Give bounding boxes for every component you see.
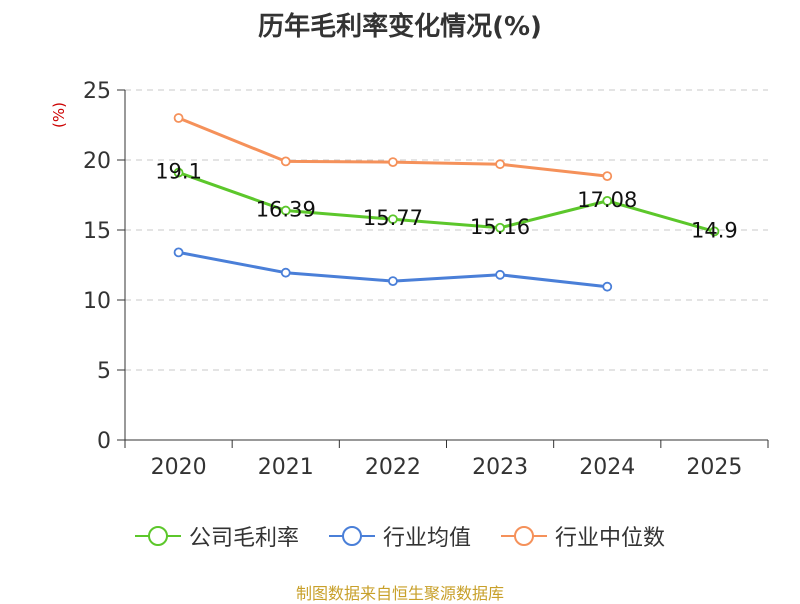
legend: 公司毛利率 行业均值 行业中位数	[0, 520, 800, 552]
data-label: 14.9	[691, 218, 738, 242]
x-tick-label: 2021	[258, 455, 314, 480]
y-tick-label: 20	[83, 149, 111, 174]
data-point	[388, 157, 398, 168]
x-tick-label: 2023	[472, 455, 528, 480]
data-label: 17.08	[577, 188, 637, 212]
legend-marker-industry-median	[501, 526, 547, 546]
x-tick-label: 2024	[579, 455, 635, 480]
data-point	[602, 195, 613, 206]
data-point	[280, 156, 291, 167]
data-point	[173, 247, 184, 258]
chart-title: 历年毛利率变化情况(%)	[258, 12, 542, 42]
legend-item-industry-mean[interactable]: 行业均值	[328, 520, 471, 552]
legend-item-company[interactable]: 公司毛利率	[134, 520, 299, 552]
legend-marker-company	[134, 526, 181, 546]
legend-label-industry-median: 行业中位数	[555, 526, 666, 551]
data-label: 15.77	[363, 206, 423, 230]
data-point	[602, 171, 613, 182]
data-label: 16.39	[256, 198, 316, 222]
series-line-2	[178, 116, 608, 178]
legend-label-company: 公司毛利率	[188, 526, 299, 551]
y-tick-label: 10	[83, 289, 111, 314]
legend-marker-industry-mean	[328, 526, 375, 546]
data-point	[495, 222, 505, 233]
data-point	[173, 167, 184, 178]
data-point	[495, 269, 505, 280]
data-point	[602, 281, 613, 292]
y-tick-label: 25	[83, 79, 111, 104]
data-point	[173, 113, 184, 123]
series-line-0	[178, 171, 715, 233]
data-point	[280, 205, 291, 216]
legend-label-industry-mean: 行业均值	[382, 526, 471, 551]
y-tick-label: 15	[83, 219, 111, 244]
x-tick-label: 2025	[686, 455, 742, 480]
x-tick-label: 2022	[365, 455, 421, 480]
y-tick-label: 5	[97, 359, 111, 384]
data-point	[495, 159, 505, 170]
legend-item-industry-median[interactable]: 行业中位数	[501, 520, 665, 552]
data-point	[388, 214, 398, 225]
data-label: 19.1	[155, 160, 202, 184]
data-source: 制图数据来自恒生聚源数据库	[295, 584, 504, 603]
data-point	[709, 226, 720, 237]
y-tick-label: 0	[97, 429, 111, 454]
data-point	[388, 276, 398, 287]
x-tick-label: 2020	[151, 455, 207, 480]
data-point	[280, 267, 291, 278]
data-label: 15.16	[470, 215, 530, 239]
